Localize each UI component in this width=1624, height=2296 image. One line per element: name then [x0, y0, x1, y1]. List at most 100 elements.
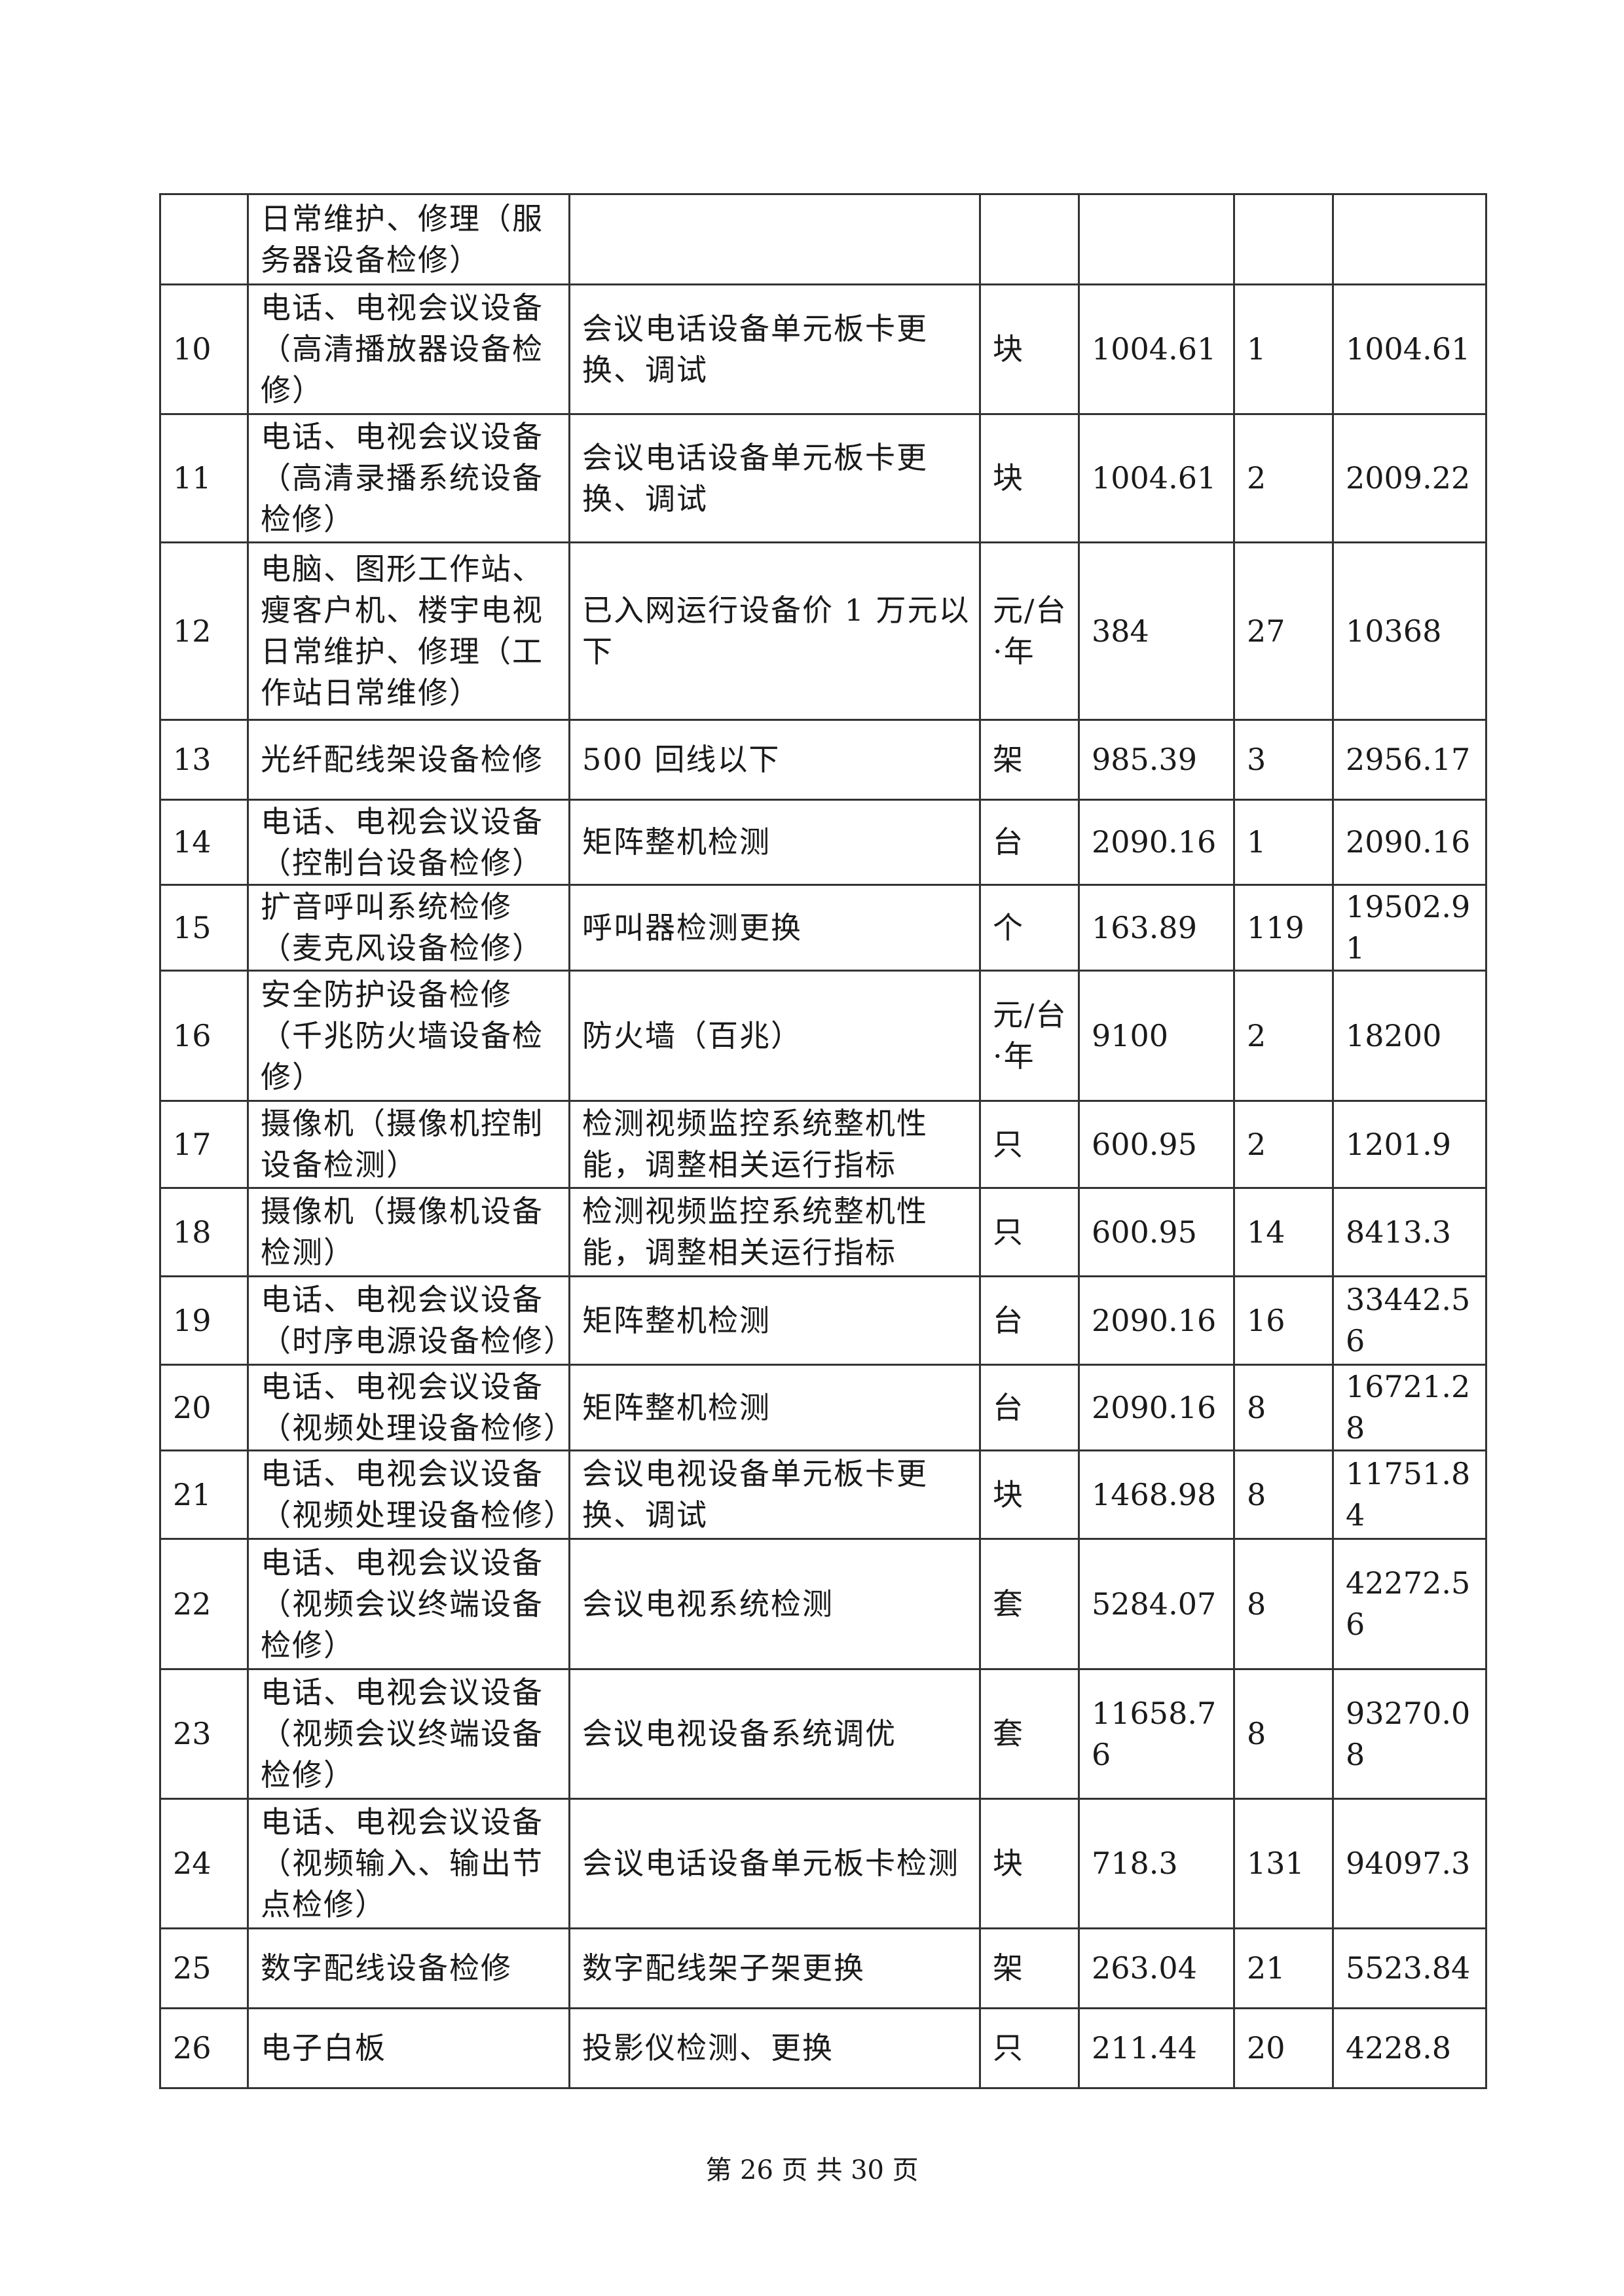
cell-unit: 块 — [979, 1449, 1080, 1540]
table-row: 23 电话、电视会议设备（视频会议终端设备检修） 会议电视设备系统调优套 11658.… — [159, 1668, 1487, 1800]
cell-content: 会议电话设备单元板卡更换、调试 — [568, 413, 981, 543]
cell-total: 2009.22 — [1332, 413, 1487, 543]
table-row: 11 电话、电视会议设备（高清录播系统设备检修） 会议电话设备单元板卡更换、调试块 1… — [159, 413, 1487, 543]
cell-unit: 只 — [979, 1100, 1080, 1189]
cell-no: 23 — [159, 1668, 249, 1800]
cell-item: 日常维护、修理（服务器设备检修） — [247, 193, 570, 285]
cell-qty: 3 — [1233, 719, 1334, 801]
cell-price: 600.95 — [1078, 1100, 1235, 1189]
cell-price: 1004.61 — [1078, 413, 1235, 543]
cell-no: 21 — [159, 1449, 249, 1540]
cell-item: 扩音呼叫系统检修（麦克风设备检修） — [247, 884, 570, 972]
cell-no: 22 — [159, 1538, 249, 1670]
table-row: 15 扩音呼叫系统检修（麦克风设备检修） 呼叫器检测更换个 163.89 119 1950… — [159, 884, 1487, 972]
cell-total: 8413.3 — [1332, 1187, 1487, 1277]
cell-no: 11 — [159, 413, 249, 543]
cell-no: 14 — [159, 799, 249, 886]
cell-total — [1332, 193, 1487, 285]
cell-qty — [1233, 193, 1334, 285]
table-row: 26 电子白板 投影仪检测、更换只 211.44 20 4228.8 — [159, 2007, 1487, 2089]
cell-content: 已入网运行设备价 1 万元以下 — [568, 541, 981, 721]
cell-content: 呼叫器检测更换 — [568, 884, 981, 972]
cell-unit: 元/台·年 — [979, 970, 1080, 1102]
cell-total: 16721.28 — [1332, 1364, 1487, 1451]
cell-qty: 20 — [1233, 2007, 1334, 2089]
cell-qty: 8 — [1233, 1538, 1334, 1670]
cell-qty: 8 — [1233, 1668, 1334, 1800]
table-row: 22 电话、电视会议设备（视频会议终端设备检修） 会议电视系统检测套 5284.07 8… — [159, 1538, 1487, 1670]
table-row: 18 摄像机（摄像机设备检测） 检测视频监控系统整机性能，调整相关运行指标只 600.… — [159, 1187, 1487, 1277]
cell-item: 电话、电视会议设备（视频会议终端设备检修） — [247, 1538, 570, 1670]
table-row: 日常维护、修理（服务器设备检修） — [159, 193, 1487, 285]
cell-total: 11751.84 — [1332, 1449, 1487, 1540]
cell-unit: 元/台·年 — [979, 541, 1080, 721]
cell-item: 电话、电视会议设备（视频处理设备检修） — [247, 1449, 574, 1540]
cell-price — [1078, 193, 1235, 285]
cell-price: 1004.61 — [1078, 283, 1235, 415]
cell-item: 电话、电视会议设备（高清播放器设备检修） — [247, 283, 570, 415]
cell-unit: 套 — [979, 1668, 1080, 1800]
table-row: 13 光纤配线架设备检修 500 回线以下架 985.39 3 2956.17 — [159, 719, 1487, 801]
cell-total: 19502.91 — [1332, 884, 1487, 972]
cell-content: 数字配线架子架更换 — [568, 1927, 981, 2009]
cell-qty: 2 — [1233, 1100, 1334, 1189]
cell-content: 会议电视系统检测 — [568, 1538, 981, 1670]
cell-total: 33442.56 — [1332, 1275, 1487, 1366]
cell-item: 摄像机（摄像机设备检测） — [247, 1187, 570, 1277]
cell-price: 263.04 — [1078, 1927, 1235, 2009]
cell-no: 20 — [159, 1364, 249, 1451]
cell-total: 93270.08 — [1332, 1668, 1487, 1800]
cell-total: 1004.61 — [1332, 283, 1487, 415]
cell-no: 12 — [159, 541, 249, 721]
cell-item: 安全防护设备检修（千兆防火墙设备检修） — [247, 970, 570, 1102]
cell-no: 17 — [159, 1100, 249, 1189]
table-row: 20 电话、电视会议设备（视频处理设备检修） 矩阵整机检测台 2090.16 8 1672… — [159, 1364, 1487, 1451]
cell-unit: 架 — [979, 719, 1080, 801]
cell-content: 检测视频监控系统整机性能，调整相关运行指标 — [568, 1187, 981, 1277]
cell-total: 4228.8 — [1332, 2007, 1487, 2089]
cell-qty: 1 — [1233, 283, 1334, 415]
cell-unit: 台 — [979, 1364, 1080, 1451]
cell-price: 11658.76 — [1078, 1668, 1235, 1800]
cell-price: 718.3 — [1078, 1798, 1235, 1929]
cell-no: 13 — [159, 719, 249, 801]
cell-item: 电话、电视会议设备（时序电源设备检修） — [247, 1275, 574, 1366]
cell-total: 2956.17 — [1332, 719, 1487, 801]
cell-content: 会议电视设备系统调优 — [568, 1668, 981, 1800]
table-row: 21 电话、电视会议设备（视频处理设备检修） 会议电视设备单元板卡更换、调试块 146… — [159, 1449, 1487, 1540]
cell-qty: 8 — [1233, 1449, 1334, 1540]
cell-total: 5523.84 — [1332, 1927, 1487, 2009]
cell-unit: 套 — [979, 1538, 1080, 1670]
cell-unit: 只 — [979, 2007, 1080, 2089]
cell-price: 9100 — [1078, 970, 1235, 1102]
cell-unit — [979, 193, 1080, 285]
cell-no: 10 — [159, 283, 249, 415]
table-row: 16 安全防护设备检修（千兆防火墙设备检修） 防火墙（百兆） 元/台·年 9100 2 18… — [159, 970, 1487, 1102]
cell-unit: 个 — [979, 884, 1080, 972]
cell-content: 防火墙（百兆） — [568, 970, 981, 1102]
page-number: 第 26 页 共 30 页 — [705, 2155, 919, 2185]
maintenance-price-table: 日常维护、修理（服务器设备检修） 10 电话、电视会议设备（高清播放器设备检修） 会议… — [159, 193, 1487, 2089]
cell-content: 矩阵整机检测 — [568, 1364, 981, 1451]
cell-item: 电话、电视会议设备（视频处理设备检修） — [247, 1364, 574, 1451]
cell-qty: 1 — [1233, 799, 1334, 886]
cell-price: 163.89 — [1078, 884, 1235, 972]
cell-total: 94097.3 — [1332, 1798, 1487, 1929]
cell-no — [159, 193, 249, 285]
cell-price: 5284.07 — [1078, 1538, 1235, 1670]
cell-content: 投影仪检测、更换 — [568, 2007, 981, 2089]
cell-content: 会议电视设备单元板卡更换、调试 — [568, 1449, 981, 1540]
cell-price: 211.44 — [1078, 2007, 1235, 2089]
cell-unit: 台 — [979, 799, 1080, 886]
cell-qty: 131 — [1233, 1798, 1334, 1929]
cell-item: 数字配线设备检修 — [247, 1927, 570, 2009]
cell-content: 500 回线以下 — [568, 719, 981, 801]
cell-qty: 8 — [1233, 1364, 1334, 1451]
cell-item: 电子白板 — [247, 2007, 570, 2089]
cell-content: 检测视频监控系统整机性能，调整相关运行指标 — [568, 1100, 981, 1189]
table-row: 19 电话、电视会议设备（时序电源设备检修） 矩阵整机检测台 2090.16 16 334… — [159, 1275, 1487, 1366]
cell-unit: 块 — [979, 413, 1080, 543]
cell-price: 384 — [1078, 541, 1235, 721]
cell-no: 15 — [159, 884, 249, 972]
cell-price: 985.39 — [1078, 719, 1235, 801]
